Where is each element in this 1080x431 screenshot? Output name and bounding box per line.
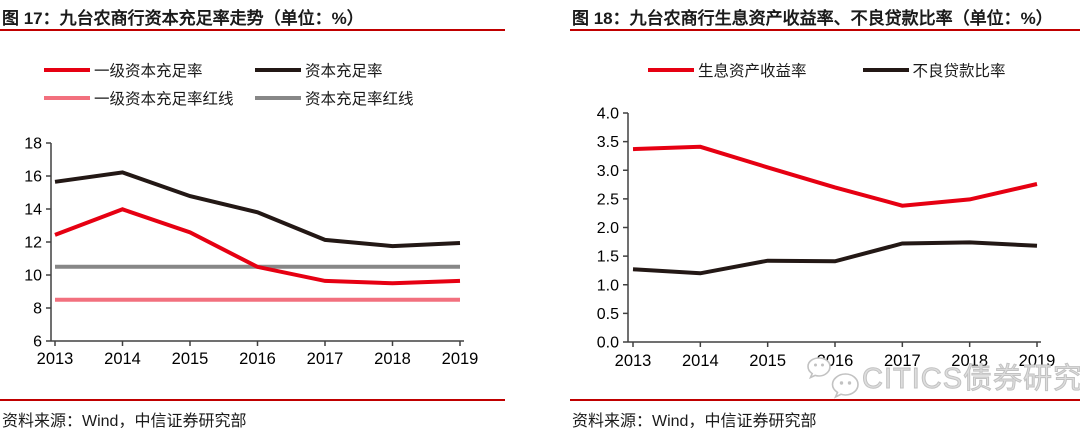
svg-text:2018: 2018 [951, 352, 988, 370]
svg-text:2015: 2015 [172, 350, 209, 368]
svg-text:14: 14 [24, 202, 42, 219]
svg-text:10: 10 [24, 268, 42, 285]
svg-text:0.0: 0.0 [597, 335, 619, 352]
legend-item-npl: 不良贷款比率 [862, 59, 1006, 81]
wechat-icon [807, 357, 859, 399]
figure-18-source-rule [570, 399, 1080, 401]
legend-label: 一级资本充足率红线 [94, 91, 234, 108]
legend-item-car-redline: 资本充足率红线 [255, 87, 414, 109]
svg-text:2016: 2016 [239, 350, 276, 368]
figure-18-source: 资料来源：Wind，中信证券研究部 [572, 413, 817, 430]
svg-text:2019: 2019 [1019, 352, 1056, 370]
svg-text:8: 8 [33, 301, 42, 318]
svg-text:2013: 2013 [615, 352, 652, 370]
legend-label: 资本充足率 [305, 63, 383, 80]
figure-18-title: 图 18：九台农商行生息资产收益率、不良贷款比率（单位：%） [572, 9, 1053, 28]
svg-text:4.0: 4.0 [597, 106, 619, 123]
svg-text:2018: 2018 [374, 350, 411, 368]
figure-18-panel: 图 18：九台农商行生息资产收益率、不良贷款比率（单位：%） 生息资产收益率 不… [570, 0, 1080, 431]
svg-text:6: 6 [33, 334, 42, 351]
svg-text:2014: 2014 [682, 352, 719, 370]
figure-17-source: 资料来源：Wind，中信证券研究部 [2, 413, 247, 430]
legend-line-swatch [648, 68, 694, 72]
legend-line-swatch [44, 68, 90, 72]
watermark: CITICS债券研究 [806, 357, 1080, 401]
svg-text:2.5: 2.5 [597, 191, 619, 208]
svg-text:2017: 2017 [307, 350, 344, 368]
svg-text:12: 12 [24, 235, 42, 252]
svg-text:0.5: 0.5 [597, 306, 619, 323]
svg-text:3.5: 3.5 [597, 134, 619, 151]
figure-17-source-rule [0, 399, 505, 401]
figure-18-title-rule [570, 29, 1080, 31]
legend-item-car: 资本充足率 [255, 59, 414, 81]
chart1-legend: 一级资本充足率 资本充足率 一级资本充足率红线 资本充足率红线 [44, 56, 414, 112]
chart2-legend: 生息资产收益率 不良贷款比率 [648, 58, 1006, 82]
svg-text:1.5: 1.5 [597, 249, 619, 266]
legend-item-tier1-redline: 一级资本充足率红线 [44, 87, 255, 109]
svg-text:18: 18 [24, 136, 42, 153]
svg-text:1.0: 1.0 [597, 277, 619, 294]
legend-item-tier1-car: 一级资本充足率 [44, 59, 255, 81]
legend-line-swatch [862, 68, 909, 72]
legend-label: 一级资本充足率 [94, 63, 203, 80]
legend-label: 生息资产收益率 [698, 63, 807, 80]
legend-label: 资本充足率红线 [305, 91, 414, 108]
svg-text:3.0: 3.0 [597, 163, 619, 180]
svg-text:2.0: 2.0 [597, 220, 619, 237]
svg-text:2015: 2015 [749, 352, 786, 370]
figure-17-title-rule [0, 29, 505, 31]
legend-line-swatch [255, 68, 301, 72]
legend-label: 不良贷款比率 [912, 63, 1006, 80]
watermark-text: CITICS债券研究 [861, 362, 1080, 395]
legend-item-yield: 生息资产收益率 [648, 59, 807, 81]
svg-text:16: 16 [24, 169, 42, 186]
legend-line-swatch [255, 96, 301, 100]
legend-line-swatch [44, 96, 90, 100]
svg-text:2014: 2014 [104, 350, 141, 368]
figure-17-panel: 图 17：九台农商行资本充足率走势（单位：%） 一级资本充足率 资本充足率 一级… [0, 0, 505, 431]
svg-text:2013: 2013 [37, 350, 74, 368]
figure-17-title: 图 17：九台农商行资本充足率走势（单位：%） [2, 9, 364, 28]
svg-text:2017: 2017 [884, 352, 921, 370]
svg-text:2019: 2019 [442, 350, 479, 368]
